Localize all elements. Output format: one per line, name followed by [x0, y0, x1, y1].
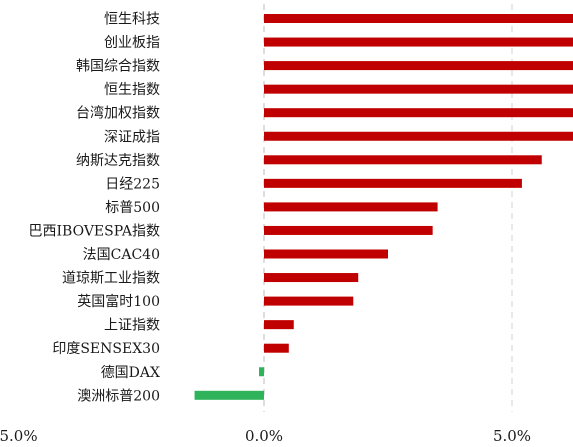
bar-11: [264, 273, 359, 283]
category-label-13: 上证指数: [104, 318, 160, 334]
bar-2: [264, 61, 573, 71]
bar-14: [264, 343, 289, 353]
category-label-2: 韩国综合指数: [76, 59, 160, 75]
bar-3: [264, 84, 573, 94]
category-label-6: 纳斯达克指数: [76, 153, 160, 169]
category-label-8: 标普500: [105, 200, 160, 216]
category-label-11: 道琼斯工业指数: [62, 271, 160, 287]
category-label-5: 深证成指: [104, 129, 160, 145]
bar-15: [259, 367, 264, 377]
bars: [194, 14, 573, 400]
category-label-4: 台湾加权指数: [76, 105, 160, 122]
x-tick-label-1: 0.0%: [245, 427, 283, 445]
x-tick-label-2: 5.0%: [493, 427, 531, 445]
bar-13: [264, 320, 294, 330]
bar-6: [264, 155, 542, 165]
bar-10: [264, 249, 388, 259]
bar-12: [264, 296, 354, 306]
bar-8: [264, 202, 438, 212]
bar-7: [264, 178, 522, 188]
category-label-12: 英国富时100: [77, 293, 160, 310]
bar-4: [264, 108, 573, 118]
category-label-15: 德国DAX: [101, 365, 160, 381]
bar-0: [264, 14, 573, 23]
category-label-1: 创业板指: [104, 35, 160, 51]
x-axis-tick-labels: -5.0%0.0%5.0%10.0%15.0%: [0, 427, 531, 445]
bar-5: [264, 131, 573, 141]
category-label-9: 巴西IBOVESPA指数: [29, 223, 160, 239]
category-label-16: 澳洲标普200: [77, 388, 160, 404]
category-label-14: 印度SENSEX30: [52, 341, 160, 357]
category-label-0: 恒生科技: [104, 12, 160, 28]
bar-1: [264, 37, 573, 47]
bar-16: [194, 390, 264, 400]
category-label-7: 日经225: [105, 176, 160, 192]
category-label-3: 恒生指数: [104, 82, 160, 98]
category-label-10: 法国CAC40: [83, 247, 160, 263]
x-tick-label-0: -5.0%: [0, 427, 38, 445]
bar-9: [264, 225, 433, 235]
